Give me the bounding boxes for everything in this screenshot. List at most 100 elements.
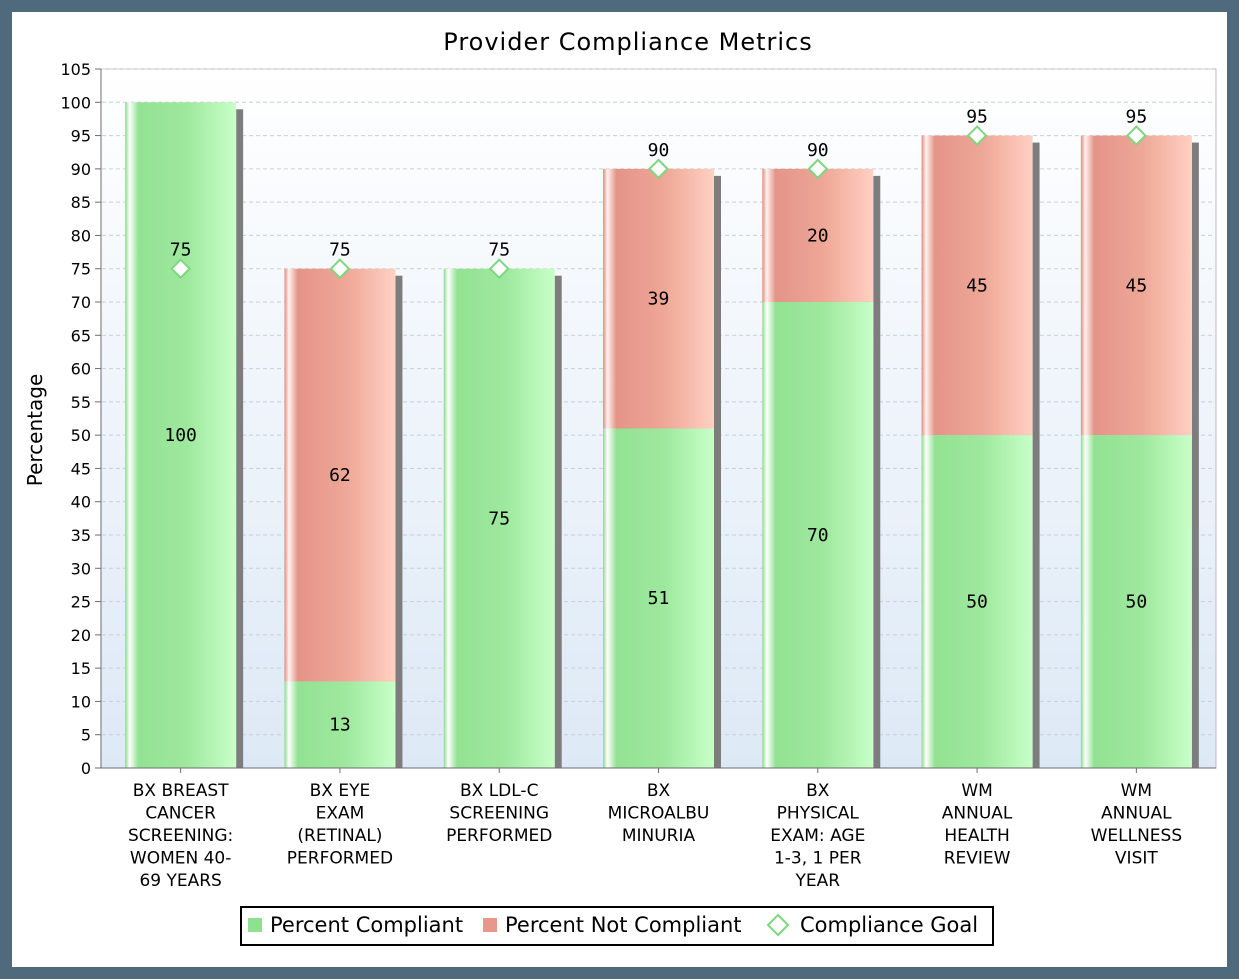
- data-label-goal: 90: [648, 140, 670, 161]
- x-category-label-line: EXAM: [316, 804, 365, 824]
- legend-label-compliant: Percent Compliant: [270, 913, 463, 937]
- data-label-compliant: 70: [807, 525, 829, 546]
- x-category-label-line: SCREENING: [449, 804, 549, 824]
- y-axis: 0 5 10 15 20 25 30 35 40 45 50 55 60 65 70 75 80 85 90 95 10…: [60, 60, 102, 778]
- y-tick-label: 25: [71, 593, 91, 612]
- legend-swatch-not-compliant: [483, 918, 497, 932]
- y-tick-label: 10: [71, 692, 91, 711]
- bar-compliant: [443, 268, 555, 768]
- x-category-label-line: VISIT: [1115, 849, 1158, 869]
- bar-not-compliant: [603, 168, 714, 429]
- goal-marker: [488, 258, 510, 280]
- bar-not-compliant: [1080, 135, 1192, 436]
- chart-svg: Provider Compliance Metrics 0 5 10 15 20 25 30…: [23, 28, 1217, 946]
- bar-shadow: [395, 275, 403, 768]
- x-category-label-line: BX EYE: [310, 781, 371, 801]
- x-category-label: BX MICROALBU MINURIA: [608, 781, 710, 846]
- x-category-label-line: ANNUAL: [942, 804, 1013, 824]
- data-label-compliant: 13: [329, 715, 351, 736]
- bar-compliant: [125, 102, 237, 769]
- x-category-label-line: ANNUAL: [1101, 804, 1172, 824]
- y-tick-label: 50: [71, 426, 91, 445]
- data-label-compliant: 75: [488, 508, 510, 529]
- goal-marker: [170, 258, 192, 280]
- x-category-label-line: MICROALBU: [608, 804, 710, 824]
- legend-swatch-compliant: [248, 918, 262, 932]
- x-category-label-line: (RETINAL): [297, 826, 382, 846]
- x-category-label-line: PHYSICAL: [777, 804, 860, 824]
- x-category-label-line: WOMEN 40-: [130, 849, 232, 869]
- y-tick-label: 40: [71, 493, 91, 512]
- goal-marker: [1125, 125, 1147, 146]
- y-tick-label: 20: [71, 626, 91, 645]
- y-tick-label: 100: [60, 93, 91, 112]
- bar-shadow: [873, 175, 881, 768]
- legend: Percent Compliant Percent Not Compliant …: [240, 906, 994, 946]
- y-tick-label: 70: [71, 293, 91, 312]
- x-category-label-line: BX LDL-C: [460, 781, 538, 801]
- legend-label-not-compliant: Percent Not Compliant: [505, 913, 742, 937]
- x-category-label-line: 1-3, 1 PER: [774, 849, 862, 869]
- data-label-not-compliant: 45: [966, 275, 988, 296]
- x-category-label: BX EYE EXAM (RETINAL) PERFORMED: [287, 781, 393, 869]
- goal-marker: [966, 125, 988, 146]
- y-tick-label: 85: [71, 193, 91, 212]
- data-label-not-compliant: 45: [1126, 275, 1148, 296]
- chart-title: Provider Compliance Metrics: [443, 28, 812, 56]
- legend-label-goal: Compliance Goal: [800, 913, 978, 937]
- y-tick-label: 65: [71, 326, 91, 345]
- x-category-label-line: EXAM: AGE: [770, 826, 865, 846]
- x-category-label-line: REVIEW: [944, 849, 1011, 869]
- bar-compliant: [762, 302, 874, 768]
- y-tick-label: 75: [71, 260, 91, 279]
- data-label-not-compliant: 20: [807, 225, 829, 246]
- legend-box: [240, 906, 994, 946]
- x-category-label-line: WM: [961, 781, 992, 801]
- y-tick-label: 45: [71, 459, 91, 478]
- x-category-label: WM ANNUAL WELLNESS VISIT: [1091, 781, 1183, 869]
- y-tick-label: 0: [81, 759, 91, 778]
- y-tick-label: 90: [71, 160, 91, 179]
- data-label-compliant: 50: [966, 592, 988, 613]
- x-category-label-line: SCREENING:: [128, 826, 233, 846]
- x-category-label-line: HEALTH: [944, 826, 1009, 846]
- bar-shadow: [714, 175, 721, 768]
- y-tick-label: 35: [71, 526, 91, 545]
- y-tick-label: 60: [71, 360, 91, 379]
- x-category-label-line: CANCER: [145, 804, 216, 824]
- goal-marker: [648, 158, 669, 180]
- x-category-label-line: BX BREAST: [133, 781, 229, 801]
- x-category-label: WM ANNUAL HEALTH REVIEW: [942, 781, 1013, 869]
- goal-marker: [807, 158, 829, 180]
- data-label-compliant: 100: [164, 425, 197, 446]
- data-label-goal: 75: [170, 240, 192, 261]
- x-category-label: BX LDL-C SCREENING PERFORMED: [446, 781, 552, 846]
- data-label-not-compliant: 62: [329, 465, 351, 486]
- goal-marker: [329, 258, 351, 280]
- x-category-label-line: BX: [806, 781, 830, 801]
- x-category-label: BX PHYSICAL EXAM: AGE 1-3, 1 PER YEAR: [770, 781, 865, 891]
- legend-goal-diamond-icon: [766, 913, 790, 937]
- y-tick-label: 80: [71, 226, 91, 245]
- y-axis-label: Percentage: [23, 374, 47, 487]
- bar-shadow: [554, 275, 562, 768]
- bar-not-compliant: [284, 268, 396, 682]
- data-label-goal: 95: [1126, 107, 1148, 128]
- data-label-goal: 90: [807, 140, 829, 161]
- data-label-goal: 75: [488, 240, 510, 261]
- bar-shadow: [236, 109, 244, 769]
- x-category-label-line: MINURIA: [622, 826, 696, 846]
- chart-frame: Provider Compliance Metrics 0 5 10 15 20 25 30…: [12, 12, 1227, 967]
- bar-not-compliant: [921, 135, 1033, 436]
- data-label-compliant: 50: [1126, 592, 1148, 613]
- y-tick-label: 55: [71, 393, 91, 412]
- x-category-label-line: 69 YEARS: [139, 871, 221, 891]
- y-tick-label: 15: [71, 659, 91, 678]
- bar-compliant: [284, 681, 396, 768]
- y-tick-label: 105: [60, 60, 91, 79]
- bar-not-compliant: [762, 168, 874, 302]
- y-tick-label: 5: [81, 726, 91, 745]
- bar-compliant: [603, 428, 714, 768]
- bar-compliant: [921, 435, 1033, 768]
- x-category-label-line: WM: [1121, 781, 1152, 801]
